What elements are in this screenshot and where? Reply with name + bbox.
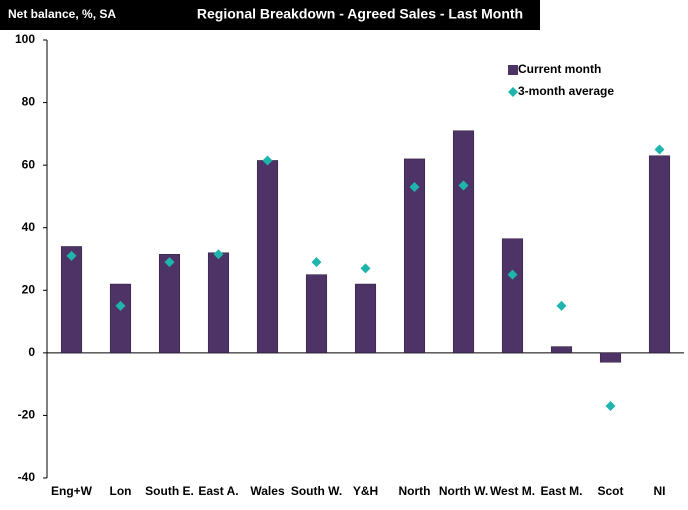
bar (158, 254, 181, 354)
legend-swatch (508, 65, 518, 75)
bar (207, 252, 230, 354)
x-tick-label: West M. (490, 484, 535, 498)
x-tick-label: North (399, 484, 431, 498)
bar (403, 158, 426, 354)
y-tick-label: 20 (22, 282, 36, 296)
y-tick-label: 80 (22, 95, 36, 109)
bar (599, 352, 622, 363)
y-tick-label: 60 (22, 157, 36, 171)
diamond-marker (311, 257, 322, 268)
bar (354, 283, 377, 354)
bar (501, 238, 524, 354)
y-tick-label: 100 (15, 32, 35, 46)
legend-label: Current month (518, 62, 601, 76)
y-tick-label: 0 (28, 345, 35, 359)
x-tick-label: NI (654, 484, 666, 498)
diamond-marker (360, 263, 371, 274)
x-tick-label: East M. (540, 484, 582, 498)
bar (452, 130, 475, 354)
x-tick-label: Wales (250, 484, 285, 498)
bar (305, 274, 328, 354)
diamond-marker (605, 401, 616, 412)
y-tick-label: -20 (18, 408, 36, 422)
diamond-marker (507, 269, 518, 280)
diamond-marker (164, 257, 175, 268)
bar (648, 155, 671, 354)
bar (550, 346, 573, 354)
bar (109, 283, 132, 354)
diamond-marker (556, 300, 567, 311)
diamond-marker (654, 144, 665, 155)
bar (256, 160, 279, 354)
diamond-marker (458, 180, 469, 191)
diamond-marker (262, 155, 273, 166)
x-tick-label: South W. (291, 484, 342, 498)
diamond-marker (409, 182, 420, 193)
x-tick-label: Scot (597, 484, 623, 498)
diamond-marker (115, 300, 126, 311)
x-tick-label: Lon (110, 484, 132, 498)
diamond-marker (66, 250, 77, 261)
x-tick-label: East A. (198, 484, 238, 498)
chart-subtitle: Net balance, %, SA (8, 7, 116, 21)
x-tick-label: North W. (439, 484, 488, 498)
diamond-marker (213, 249, 224, 260)
legend-label: 3-month average (518, 84, 614, 98)
x-tick-label: Y&H (353, 484, 378, 498)
y-tick-label: -40 (18, 470, 36, 484)
x-tick-label: Eng+W (51, 484, 93, 498)
legend-swatch (508, 87, 518, 97)
chart-title: Regional Breakdown - Agreed Sales - Last… (197, 6, 523, 22)
x-tick-label: South E. (145, 484, 194, 498)
y-tick-label: 40 (22, 220, 36, 234)
bar (60, 246, 83, 354)
header-bar (0, 0, 540, 30)
